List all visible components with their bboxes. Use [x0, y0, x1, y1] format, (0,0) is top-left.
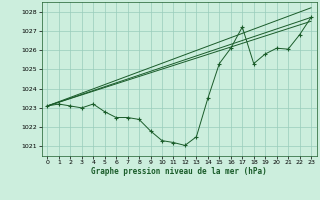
- X-axis label: Graphe pression niveau de la mer (hPa): Graphe pression niveau de la mer (hPa): [91, 167, 267, 176]
